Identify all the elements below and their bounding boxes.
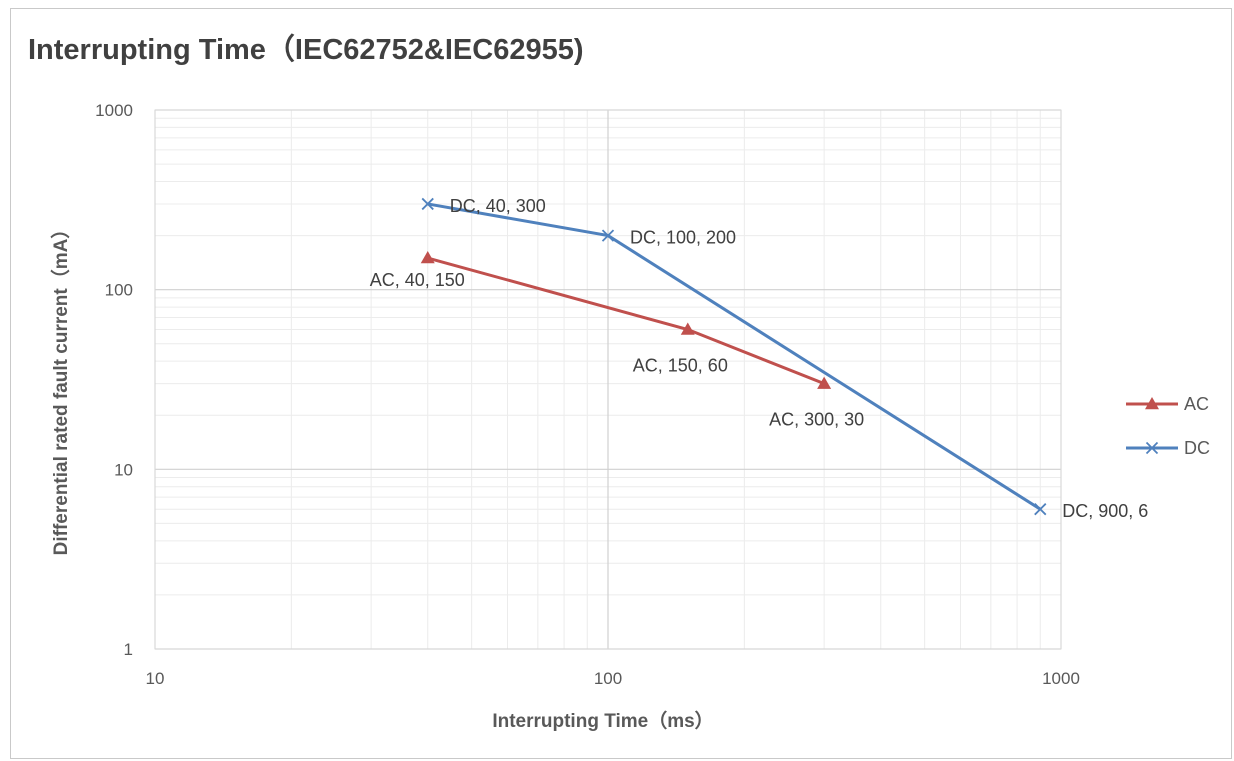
series-line-dc — [427, 202, 1042, 511]
data-label: AC, 150, 60 — [633, 356, 728, 376]
series-ac: AC, 40, 150 AC, 150, 60 AC, 300, 30 — [370, 251, 864, 430]
data-point-x-marker — [1145, 441, 1159, 455]
legend-label: AC — [1184, 394, 1209, 414]
y-tick-label: 1000 — [95, 101, 133, 120]
legend-label: DC — [1184, 438, 1210, 458]
data-label: DC, 100, 200 — [630, 228, 736, 248]
x-tick-label: 1000 — [1042, 669, 1080, 688]
data-point-triangle-marker — [817, 376, 832, 389]
legend-item-dc: DC — [1126, 438, 1210, 458]
chart-title: Interrupting Time（IEC62752&IEC62955) — [28, 34, 584, 66]
x-axis-title: Interrupting Time（ms） — [492, 709, 713, 732]
data-point-x-marker — [421, 197, 434, 211]
data-point-triangle-marker — [680, 322, 695, 335]
data-point-triangle-marker — [420, 251, 435, 264]
legend: AC DC — [1126, 394, 1210, 458]
plot-area-border — [154, 109, 1062, 650]
data-point-triangle-marker — [1145, 397, 1159, 410]
y-tick-label: 100 — [105, 281, 133, 300]
y-tick-label: 10 — [114, 460, 133, 479]
x-tick-label: 100 — [594, 669, 622, 688]
y-axis-title: Differential rated fault current（mA） — [49, 220, 72, 556]
y-tick-label: 1 — [124, 640, 133, 659]
data-label: DC, 40, 300 — [450, 196, 546, 216]
data-point-x-marker — [1034, 503, 1047, 516]
data-label: DC, 900, 6 — [1062, 501, 1148, 521]
data-point-x-marker — [601, 229, 615, 242]
series-line-ac — [427, 256, 825, 386]
x-tick-label: 10 — [146, 669, 165, 688]
series-dc: DC, 40, 300 DC, 100, 200 DC, 900, 6 — [421, 196, 1148, 521]
axis-tick-labels: 10 100 1000 1 10 100 1000 — [95, 101, 1080, 688]
data-label: AC, 300, 30 — [769, 410, 864, 430]
legend-item-ac: AC — [1126, 394, 1209, 414]
data-label: AC, 40, 150 — [370, 270, 465, 290]
